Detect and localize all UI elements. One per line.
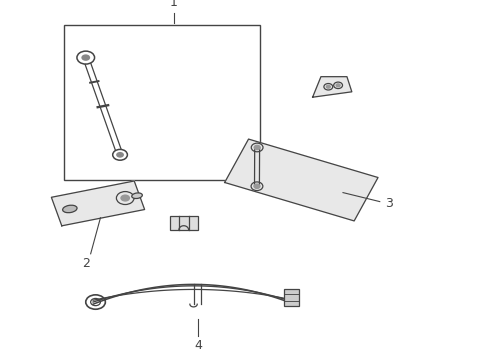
Circle shape bbox=[326, 85, 330, 88]
Text: 1: 1 bbox=[170, 0, 178, 9]
Circle shape bbox=[286, 182, 292, 186]
Bar bbox=[64, 25, 260, 180]
Circle shape bbox=[143, 60, 151, 66]
Bar bbox=[170, 216, 198, 230]
Circle shape bbox=[121, 194, 130, 202]
Text: 4: 4 bbox=[195, 339, 202, 352]
Circle shape bbox=[150, 107, 158, 113]
Text: 3: 3 bbox=[385, 197, 392, 210]
Polygon shape bbox=[225, 139, 378, 221]
Circle shape bbox=[320, 176, 326, 181]
Ellipse shape bbox=[63, 205, 77, 213]
Circle shape bbox=[293, 168, 299, 173]
Circle shape bbox=[165, 71, 173, 77]
Circle shape bbox=[199, 139, 207, 145]
Circle shape bbox=[254, 184, 260, 188]
Polygon shape bbox=[51, 181, 145, 226]
Circle shape bbox=[116, 40, 124, 46]
Circle shape bbox=[116, 152, 124, 158]
Circle shape bbox=[81, 54, 90, 61]
Circle shape bbox=[170, 118, 178, 123]
Text: 2: 2 bbox=[82, 257, 90, 270]
Circle shape bbox=[170, 84, 178, 89]
Circle shape bbox=[334, 200, 340, 204]
Circle shape bbox=[341, 186, 347, 191]
Circle shape bbox=[336, 84, 340, 87]
Polygon shape bbox=[313, 77, 352, 97]
Circle shape bbox=[136, 49, 144, 55]
Ellipse shape bbox=[132, 193, 142, 198]
Circle shape bbox=[254, 145, 260, 150]
Bar bbox=[284, 289, 299, 306]
Circle shape bbox=[180, 129, 188, 134]
Circle shape bbox=[314, 188, 319, 193]
